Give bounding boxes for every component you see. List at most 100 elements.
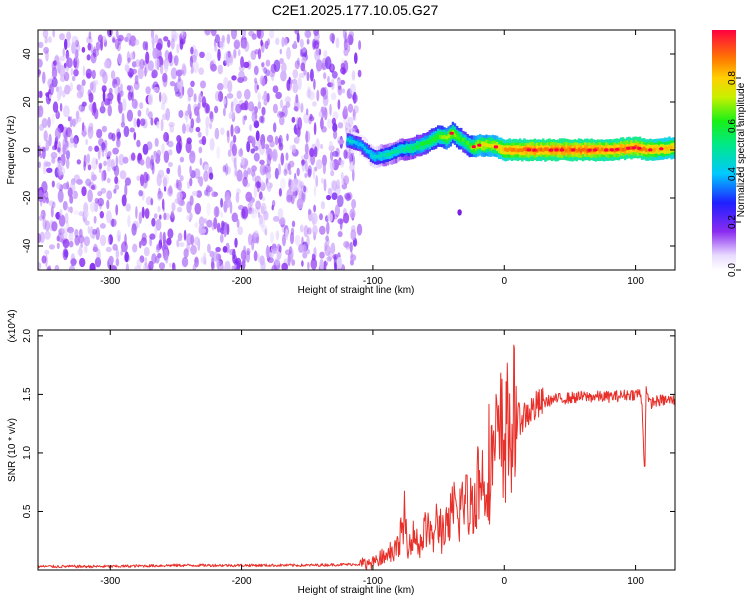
noise-speckle [66, 31, 72, 41]
noise-speckle [52, 30, 55, 38]
noise-speckle [313, 122, 317, 136]
noise-speckle [158, 262, 166, 270]
noise-speckle [285, 228, 289, 241]
noise-speckle [270, 231, 274, 244]
signal-peak-mark [548, 148, 554, 152]
noise-speckle [115, 155, 119, 168]
signal-trace-cell [455, 134, 459, 139]
noise-speckle [291, 179, 298, 192]
noise-speckle [313, 78, 316, 90]
noise-speckle [126, 85, 132, 91]
colorbar: 0.0 0.2 0.4 0.6 0.8 Normalized spectral ampl… [712, 30, 747, 277]
noise-speckle [137, 109, 142, 117]
noise-speckle [337, 194, 344, 208]
snr-series-line [38, 344, 675, 570]
noise-speckle [268, 251, 274, 258]
signal-trace-cell [596, 147, 600, 151]
noise-speckle [199, 228, 207, 234]
noise-speckle [154, 224, 157, 236]
signal-trace-cell [374, 155, 377, 159]
noise-speckle [136, 139, 141, 148]
noise-speckle [276, 110, 284, 119]
y-tick-label: 2.0 [22, 328, 33, 342]
noise-speckle [78, 104, 82, 111]
noise-speckle [324, 241, 328, 251]
noise-speckle [86, 72, 91, 79]
noise-speckle [99, 211, 105, 219]
noise-speckle [231, 30, 237, 40]
noise-speckle [133, 131, 137, 141]
noise-speckle [193, 93, 197, 103]
noise-speckle [240, 102, 248, 111]
noise-speckle [318, 111, 323, 118]
noise-speckle [114, 38, 120, 50]
noise-speckle [273, 122, 277, 133]
signal-peak-mark [526, 148, 532, 152]
noise-speckle [267, 181, 271, 188]
noise-speckle [303, 112, 310, 124]
noise-speckle [314, 166, 318, 172]
noise-speckle [113, 188, 117, 194]
noise-speckle [68, 142, 75, 148]
noise-speckle [213, 206, 220, 218]
signal-peak-mark [631, 146, 636, 150]
noise-speckle [168, 161, 173, 168]
noise-speckle [101, 170, 104, 182]
noise-speckle [261, 106, 266, 116]
noise-speckle [205, 186, 213, 193]
signal-trace-cell [487, 143, 490, 148]
noise-speckle [192, 60, 199, 74]
noise-speckle [230, 107, 236, 119]
noise-speckle [92, 46, 97, 59]
noise-speckle [63, 62, 67, 69]
y-tick-label: 1.5 [22, 387, 33, 401]
noise-speckle [330, 170, 335, 177]
noise-speckle [54, 127, 62, 140]
noise-speckle [155, 219, 162, 231]
noise-speckle [179, 39, 184, 50]
noise-speckle [229, 248, 236, 256]
noise-speckle [288, 247, 294, 261]
noise-speckle [308, 208, 311, 215]
noise-speckle [170, 210, 175, 219]
noise-speckle [162, 174, 169, 186]
noise-speckle [310, 258, 318, 270]
noise-speckle [68, 231, 74, 243]
noise-speckle [343, 38, 348, 51]
noise-speckle [311, 212, 318, 225]
noise-speckle [337, 231, 343, 238]
noise-speckle [295, 94, 299, 104]
noise-speckle [157, 253, 162, 259]
noise-speckle [319, 258, 324, 270]
noise-speckle [100, 39, 103, 51]
noise-speckle [125, 203, 131, 212]
signal-trace-cell [447, 134, 450, 139]
noise-speckle [340, 79, 345, 85]
noise-speckle [253, 65, 259, 76]
noise-speckle [116, 94, 120, 103]
noise-speckle [214, 127, 220, 140]
noise-speckle [280, 70, 287, 82]
signal-trace-cell [361, 143, 364, 148]
noise-speckle [193, 168, 201, 179]
noise-speckle [62, 48, 65, 57]
noise-speckle [191, 190, 198, 197]
spectrogram-heatmap [38, 30, 675, 270]
noise-speckle [254, 80, 259, 94]
snr-frame [37, 329, 676, 571]
spectrogram-y-axis-label: Frequency (Hz) [6, 116, 17, 185]
noise-speckle [71, 186, 75, 199]
noise-speckle [193, 48, 199, 58]
noise-speckle [227, 50, 231, 59]
signal-trace-cell [519, 148, 522, 152]
noise-speckle [274, 135, 279, 146]
signal-trace-cell [630, 146, 633, 150]
signal-trace-cell [458, 136, 461, 141]
noise-speckle [203, 252, 207, 263]
noise-speckle [336, 257, 343, 269]
noise-speckle [321, 62, 326, 71]
noise-speckle [172, 262, 175, 270]
x-tick-label: 0 [501, 576, 507, 587]
noise-speckle [231, 75, 237, 81]
noise-speckle [232, 134, 237, 143]
